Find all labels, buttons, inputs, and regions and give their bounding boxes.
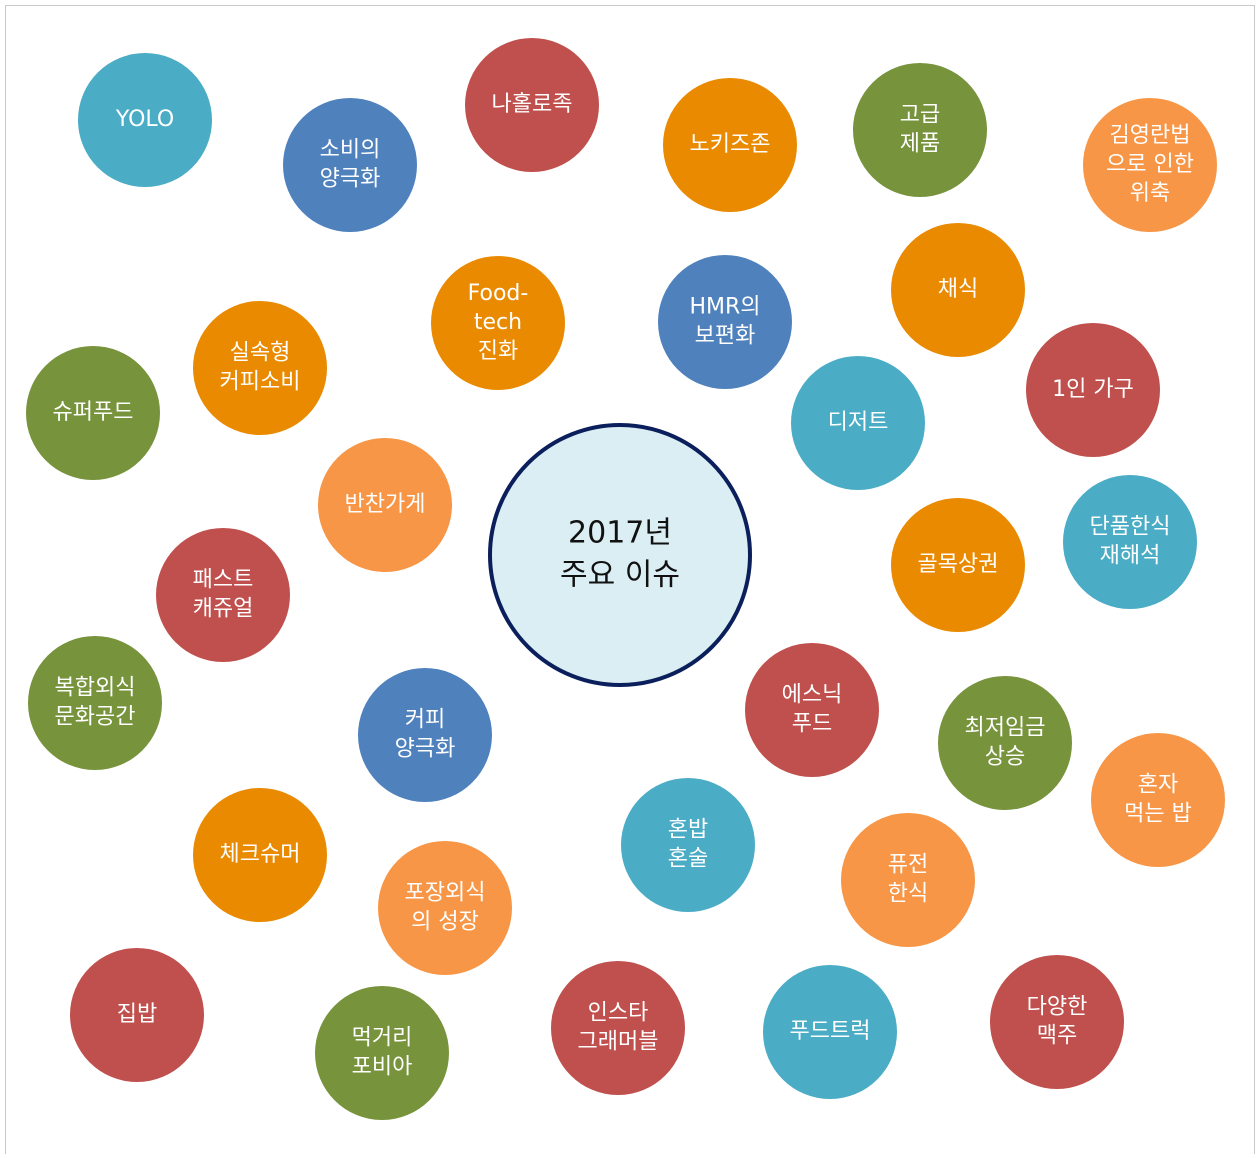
issue-label: 디저트 [828,410,889,435]
issue-label: 혼밥 [668,818,708,843]
issue-bubble [318,438,452,572]
issue-bubble [26,346,160,480]
issue-label: tech [474,310,522,335]
issue-label: 양극화 [395,737,456,762]
issue-bubble [551,961,685,1095]
issue-label: 김영란법 [1110,123,1191,148]
issue-label: 인스타 [588,1001,649,1026]
issue-label: 집밥 [117,1002,157,1027]
issue-bubble [763,965,897,1099]
issue-label: 혼술 [668,847,708,872]
issue-label: 체크슈머 [220,842,301,867]
issue-label: YOLO [115,107,174,132]
center-label: 2017년 [568,516,672,551]
issue-label: 에스닉 [782,683,843,708]
issue-label: 단품한식 [1090,515,1171,540]
issue-label: 퓨전 [888,853,928,878]
issue-bubble [78,53,212,187]
issue-label: 고급 [900,103,940,128]
issue-label: 캐쥬얼 [193,597,254,622]
issue-label: 제품 [900,132,940,157]
issue-label: 먹는 밥 [1124,802,1192,827]
issue-label: 채식 [938,277,978,302]
issue-bubble [193,301,327,435]
issue-bubble [621,778,755,912]
issue-bubble [283,98,417,232]
issue-bubble [358,668,492,802]
issue-label: 패스트 [193,568,254,593]
issue-label: 으로 인한 [1106,152,1194,177]
issue-label: 커피소비 [220,370,301,395]
issue-label: 보편화 [695,324,756,349]
issue-label: 상승 [985,745,1025,770]
issue-bubble [193,788,327,922]
issue-label: 나홀로족 [492,92,573,117]
issue-label: 맥주 [1037,1024,1077,1049]
issue-label: 실속형 [230,341,291,366]
issue-label: 포장외식 [405,881,486,906]
issue-bubble [156,528,290,662]
issue-label: Food- [468,281,529,306]
issue-bubble [431,256,565,390]
center-circle [488,423,752,687]
issue-label: 소비의 [320,138,381,163]
issue-bubble [891,223,1025,357]
issue-label: 커피 [405,708,445,733]
issue-label: 푸드 [792,712,832,737]
issue-bubble [1026,323,1160,457]
issue-bubble [938,676,1072,810]
issue-label: 골목상권 [918,552,999,577]
issue-bubble [28,636,162,770]
issue-label: 노키즈존 [690,132,771,157]
issue-label: 의 성장 [411,910,479,935]
issue-label: 반찬가게 [345,492,426,517]
issue-bubble [663,78,797,212]
center-label: 주요 이슈 [560,558,680,593]
issue-label: HMR의 [689,295,760,320]
issue-bubble [745,643,879,777]
issue-bubble [841,813,975,947]
issue-label: 문화공간 [55,705,136,730]
issue-label: 그래머블 [578,1030,659,1055]
issue-bubble [1091,733,1225,867]
issue-bubble [791,356,925,490]
issue-label: 혼자 [1138,773,1178,798]
issue-label: 1인 가구 [1052,377,1134,402]
issue-label: 먹거리 [352,1026,413,1051]
issue-bubble [658,255,792,389]
issue-bubble [465,38,599,172]
issue-bubble [378,841,512,975]
issue-label: 양극화 [320,167,381,192]
issue-bubble [853,63,987,197]
issue-bubble [1063,475,1197,609]
issue-bubble [891,498,1025,632]
issue-label: 위축 [1130,181,1170,206]
issue-label: 슈퍼푸드 [53,400,134,425]
issue-label: 복합외식 [55,676,136,701]
issue-label: 재해석 [1100,544,1161,569]
issue-label: 진화 [478,339,518,364]
issue-bubble [1083,98,1217,232]
issue-bubble [990,955,1124,1089]
issue-bubble [315,986,449,1120]
issue-label: 다양한 [1027,995,1088,1020]
issue-bubble [70,948,204,1082]
issue-label: 최저임금 [965,716,1046,741]
issue-label: 한식 [888,882,928,907]
issue-label: 푸드트럭 [790,1019,871,1044]
issue-label: 포비아 [352,1055,413,1080]
